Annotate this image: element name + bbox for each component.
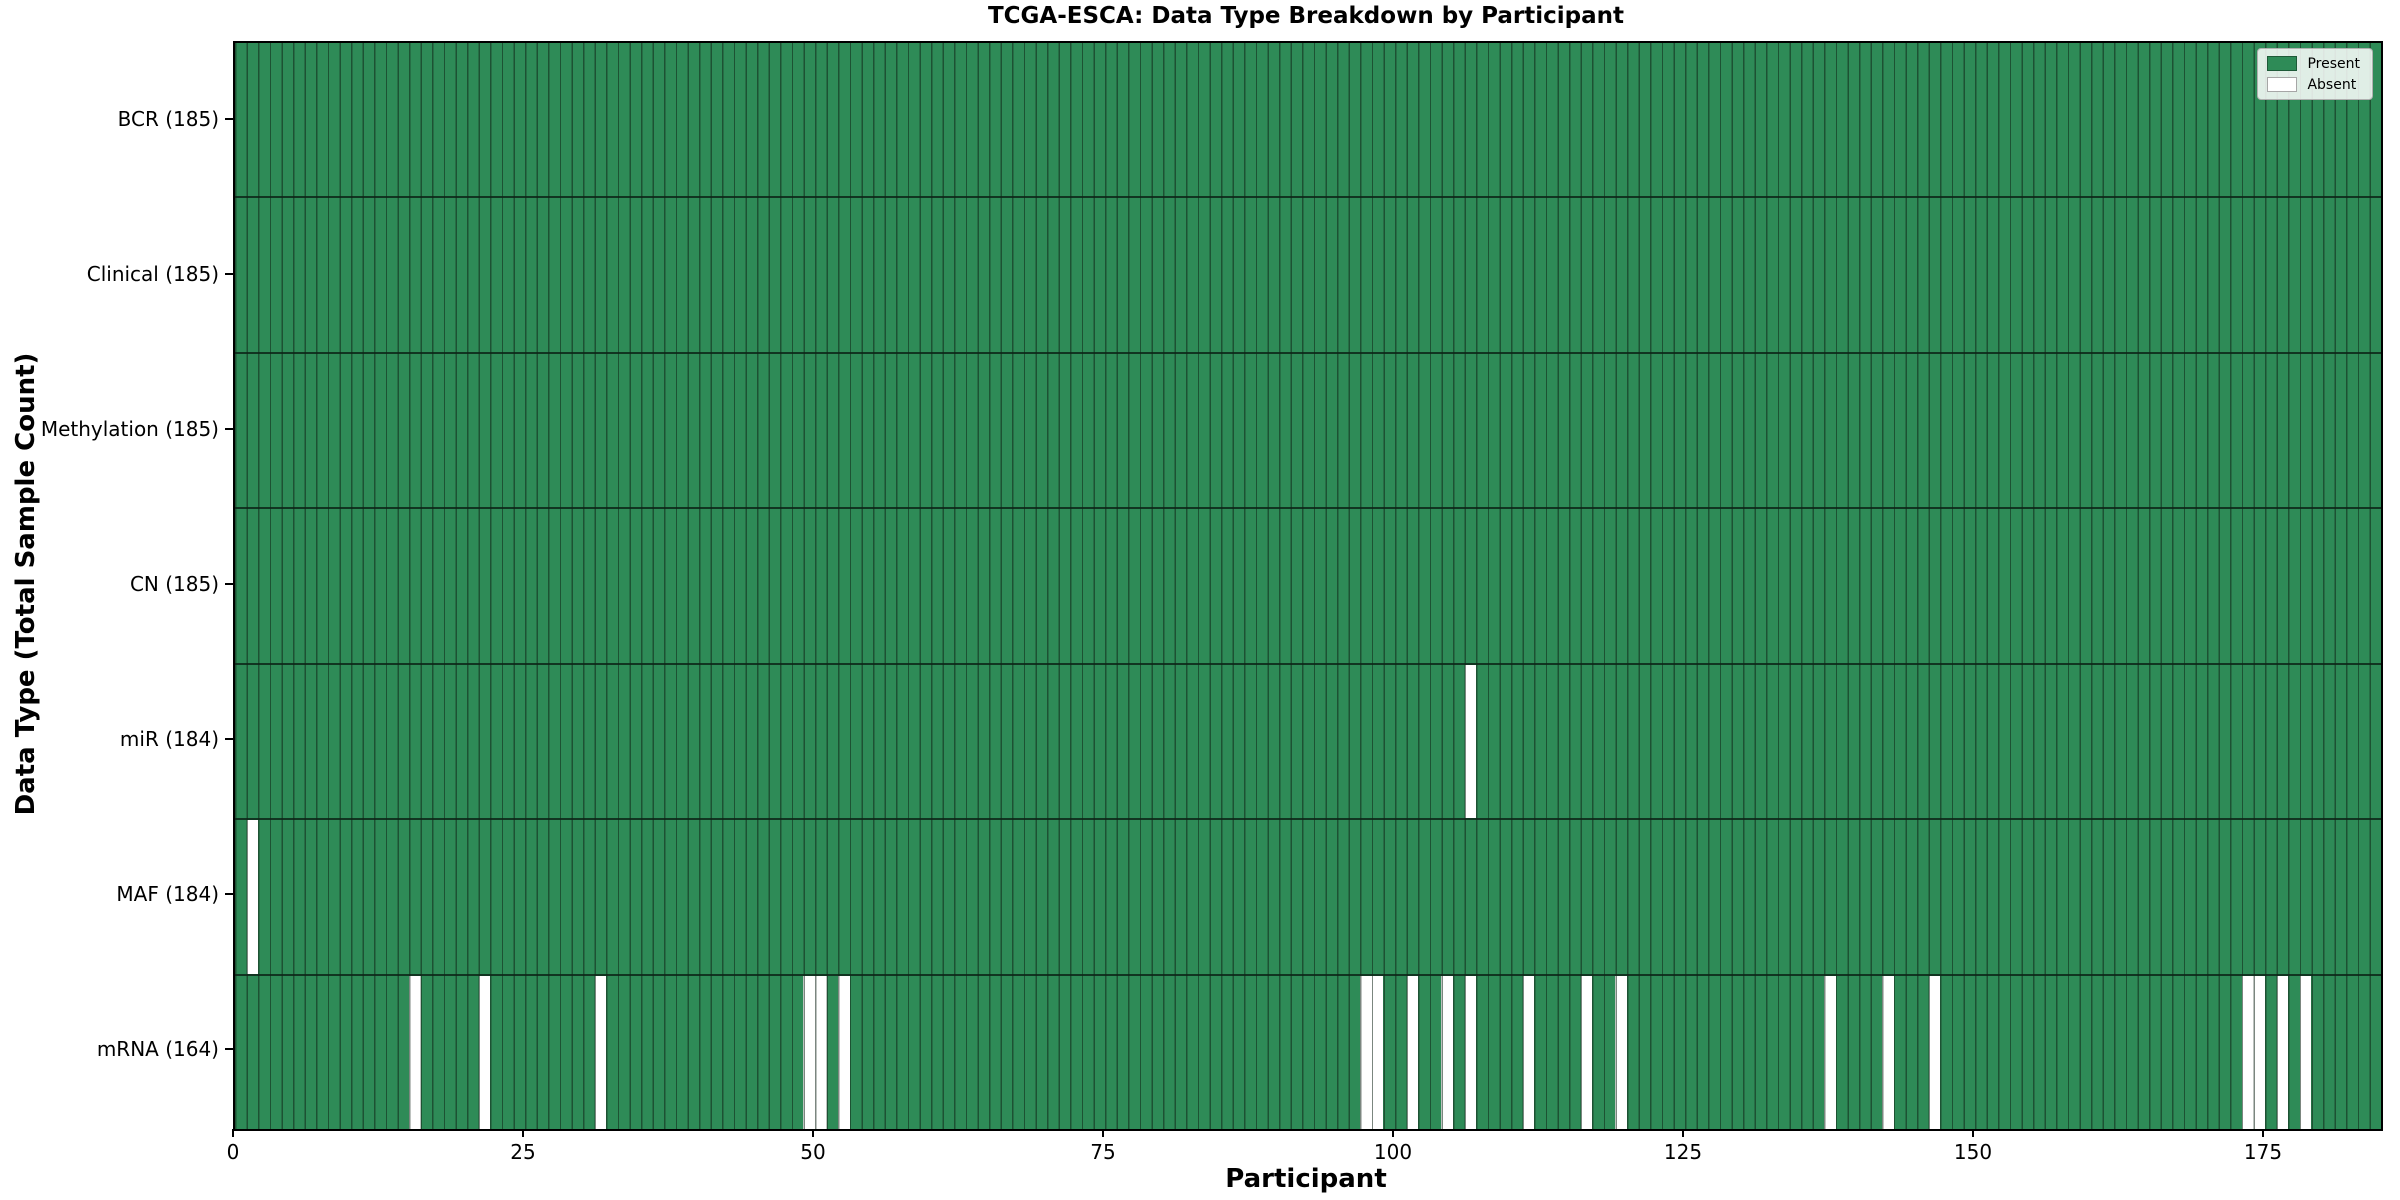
x-tick-mark: [1102, 1129, 1104, 1137]
x-tick-label-25: 25: [510, 1140, 536, 1164]
x-tick-label-100: 100: [1373, 1140, 1413, 1164]
legend-label-present: Present: [2307, 55, 2360, 72]
y-tick-mark: [225, 893, 233, 896]
x-tick-label-0: 0: [226, 1140, 240, 1164]
heatmap-grid: [235, 43, 2381, 1129]
y-tick-label-methylation: Methylation (185): [40, 416, 219, 441]
absent-cell: [594, 975, 607, 1129]
x-tick-label-175: 175: [2243, 1140, 2283, 1164]
y-tick-label-mir: miR (184): [119, 727, 219, 752]
legend-label-absent: Absent: [2307, 76, 2357, 93]
absent-cell: [1464, 975, 1477, 1129]
x-tick-mark: [1392, 1129, 1394, 1137]
y-tick-mark: [225, 1048, 233, 1051]
plot-area: Present Absent: [233, 41, 2383, 1131]
absent-cell: [1464, 664, 1477, 819]
absent-cell: [2299, 975, 2312, 1129]
y-tick-label-clinical: Clinical (185): [86, 261, 219, 286]
present-swatch: [2267, 56, 2298, 71]
y-tick-label-cn: CN (185): [129, 572, 219, 596]
absent-cell: [1371, 975, 1384, 1129]
x-tick-mark: [1682, 1129, 1684, 1137]
absent-cell: [815, 975, 827, 1129]
x-tick-mark: [2262, 1129, 2264, 1137]
x-tick-label-150: 150: [1953, 1140, 1993, 1164]
absent-swatch: [2267, 77, 2298, 92]
x-tick-label-125: 125: [1663, 1140, 1703, 1164]
absent-cell: [1406, 975, 1419, 1129]
heatmap-row-mrna: [235, 975, 2381, 1129]
x-axis-label: Participant: [1225, 1164, 1387, 1194]
heatmap-row-maf: [235, 820, 2381, 976]
heatmap-row-cn: [235, 509, 2381, 665]
x-tick-mark: [232, 1129, 234, 1137]
absent-cell: [838, 975, 850, 1129]
heatmap-row-mir: [235, 664, 2381, 821]
heatmap-row-bcr: [235, 43, 2381, 199]
absent-cell: [1441, 975, 1453, 1129]
absent-cell: [1882, 975, 1894, 1129]
absent-cell: [409, 975, 421, 1129]
heatmap-row-methylation: [235, 353, 2381, 510]
chart-title: TCGA-ESCA: Data Type Breakdown by Partic…: [987, 3, 1625, 29]
y-tick-label-maf: MAF (184): [116, 882, 219, 907]
heatmap-row-clinical: [235, 198, 2381, 354]
y-tick-mark: [225, 583, 233, 585]
y-tick-mark: [225, 272, 233, 275]
absent-cell: [1928, 975, 1941, 1129]
legend-item-present: Present: [2267, 56, 2360, 71]
y-tick-mark: [225, 427, 233, 430]
legend-item-absent: Absent: [2267, 77, 2360, 92]
absent-cell: [2276, 975, 2289, 1129]
absent-cell: [1615, 975, 1627, 1129]
y-tick-label-bcr: BCR (185): [117, 106, 219, 131]
absent-cell: [2241, 975, 2254, 1129]
absent-cell: [1360, 975, 1372, 1129]
absent-cell: [2253, 975, 2265, 1129]
x-tick-mark: [1972, 1129, 1974, 1137]
x-tick-mark: [522, 1129, 524, 1137]
absent-cell: [246, 820, 259, 974]
absent-cell: [478, 975, 491, 1129]
legend: Present Absent: [2257, 48, 2373, 100]
absent-cell: [1580, 975, 1593, 1129]
y-tick-mark: [225, 117, 233, 120]
absent-cell: [1824, 975, 1836, 1129]
y-tick-mark: [225, 738, 233, 741]
absent-cell: [1522, 975, 1535, 1129]
absent-cell: [803, 975, 815, 1129]
x-tick-label-50: 50: [800, 1140, 826, 1164]
x-tick-label-75: 75: [1090, 1140, 1116, 1164]
y-tick-label-mrna: mRNA (164): [96, 1037, 219, 1062]
x-tick-mark: [812, 1129, 814, 1137]
